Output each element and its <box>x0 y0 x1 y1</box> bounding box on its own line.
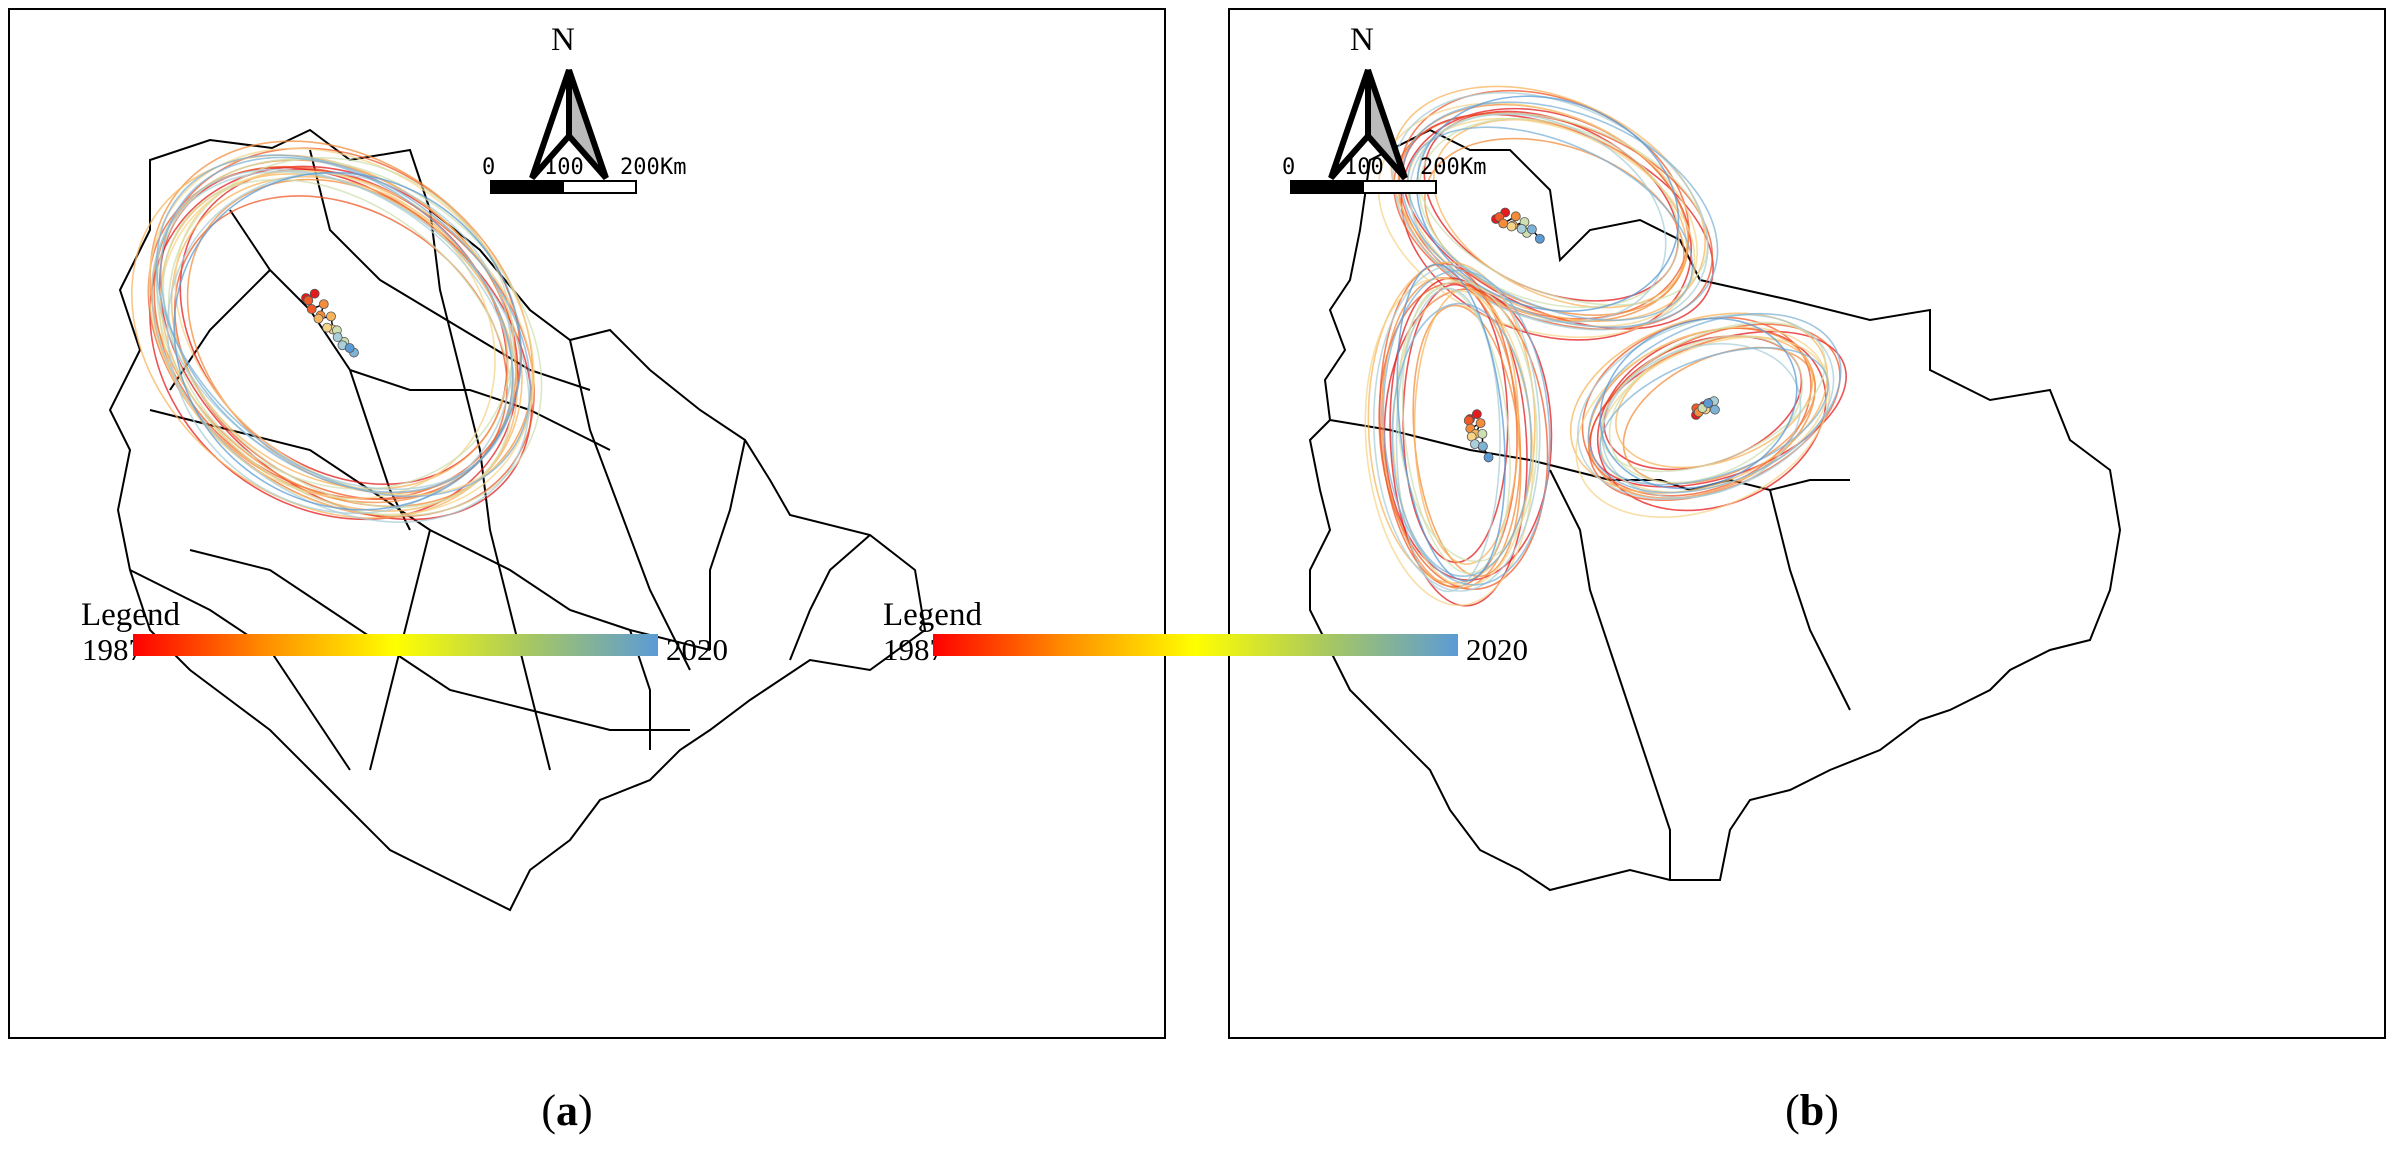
sde-ellipse <box>1417 112 1709 306</box>
centroid-point <box>1483 452 1494 463</box>
centroid-trajectory <box>301 288 359 358</box>
north-label-a: N <box>551 22 575 58</box>
centroid-point <box>1703 398 1713 409</box>
legend-color-ramp <box>133 634 658 656</box>
sde-ellipse <box>1601 342 1802 499</box>
centroid-point <box>1498 218 1509 229</box>
sde-ellipse <box>1406 126 1694 322</box>
centroid-point <box>313 313 324 324</box>
north-arrow-icon <box>529 69 609 180</box>
sde-ellipse <box>1418 117 1680 309</box>
legend-title: Legend <box>81 597 180 633</box>
scale-tick-200: 200 <box>620 155 660 180</box>
centroid-point <box>1710 404 1720 415</box>
centroid-point <box>326 311 336 322</box>
centroid-point <box>344 343 355 353</box>
scale-tick-0: 0 <box>482 155 496 180</box>
caption-letter: b <box>1799 1086 1825 1135</box>
sde-ellipse <box>166 172 513 515</box>
sde-ellipse <box>155 154 532 498</box>
sde-ellipse <box>1396 280 1538 563</box>
legend-end-year: 2020 <box>1466 632 1528 667</box>
sde-ellipse <box>1608 334 1804 484</box>
centroid-point <box>303 295 314 306</box>
sde-ellipse <box>1416 95 1680 312</box>
centroid-point <box>322 322 332 333</box>
sde-ellipse <box>1382 269 1551 586</box>
sde-ellipse <box>1409 113 1667 323</box>
sde-ellipse <box>1379 262 1518 588</box>
sde-ellipse <box>1391 302 1533 578</box>
centroid-point <box>1506 221 1517 232</box>
centroid-point <box>306 304 317 314</box>
region-boundaries <box>1308 128 2122 892</box>
sde-ellipse <box>1599 317 1798 490</box>
centroid-point <box>332 332 343 342</box>
sde-ellipse <box>1587 312 1842 494</box>
map-canvas-b <box>1308 85 2122 892</box>
centroid-point <box>1469 439 1480 450</box>
sde-ellipse <box>1395 287 1501 593</box>
sde-ellipse <box>1400 101 1719 328</box>
legend-color-ramp <box>933 634 1458 656</box>
study-area-outline <box>108 128 927 912</box>
scale-tick-100: 100 <box>1344 155 1384 180</box>
study-area-outline <box>1308 128 2122 892</box>
sde-ellipse <box>159 170 496 500</box>
sde-ellipse <box>1367 261 1536 584</box>
scale-tick-100: 100 <box>544 155 584 180</box>
centroid-point <box>1477 428 1488 439</box>
centroid-point <box>1477 441 1488 452</box>
centroid-point <box>1534 233 1545 244</box>
sde-ellipse <box>131 154 523 519</box>
centroid-point <box>1510 211 1521 222</box>
standard-deviation-ellipses <box>1364 85 1847 607</box>
scale-unit: Km <box>660 155 687 180</box>
sde-ellipse <box>167 157 515 490</box>
map-panel-b <box>1228 8 2386 1039</box>
north-arrow-icon <box>1328 69 1408 180</box>
sde-ellipse <box>173 171 523 511</box>
caption-letter: a <box>556 1086 578 1135</box>
sde-ellipse <box>162 178 513 509</box>
sde-ellipse <box>1599 347 1829 486</box>
centroid-trajectory <box>1463 207 1720 463</box>
legend-end-year: 2020 <box>666 632 728 667</box>
standard-deviation-ellipses <box>131 140 543 523</box>
subregion-divider-southwest <box>1549 469 1671 880</box>
scale-tick-0: 0 <box>1282 155 1296 180</box>
centroid-point <box>1471 409 1482 420</box>
sde-ellipse <box>150 170 530 523</box>
caption-b: (b) <box>1785 1086 1839 1135</box>
caption-a: (a) <box>541 1086 593 1135</box>
scale-bar <box>1290 180 1437 194</box>
sde-ellipse <box>170 175 509 490</box>
centroid-point <box>1475 418 1486 429</box>
sde-ellipse <box>1401 286 1511 575</box>
scale-unit: Km <box>1460 155 1487 180</box>
scale-tick-200: 200 <box>1420 155 1460 180</box>
region-boundaries <box>108 128 927 912</box>
centroid-point <box>309 288 320 299</box>
centroid-point <box>1463 415 1474 426</box>
centroid-point <box>1516 223 1527 234</box>
sde-ellipse <box>1615 335 1814 469</box>
centroid-point <box>318 299 329 310</box>
scale-bar <box>490 180 637 194</box>
map-panel-a <box>8 8 1166 1039</box>
centroid-point <box>1526 224 1537 235</box>
sde-ellipse <box>1373 264 1541 592</box>
legend-title: Legend <box>883 597 982 633</box>
north-label-b: N <box>1350 22 1374 58</box>
sde-ellipse <box>1600 321 1827 473</box>
sde-ellipse <box>1396 263 1506 582</box>
